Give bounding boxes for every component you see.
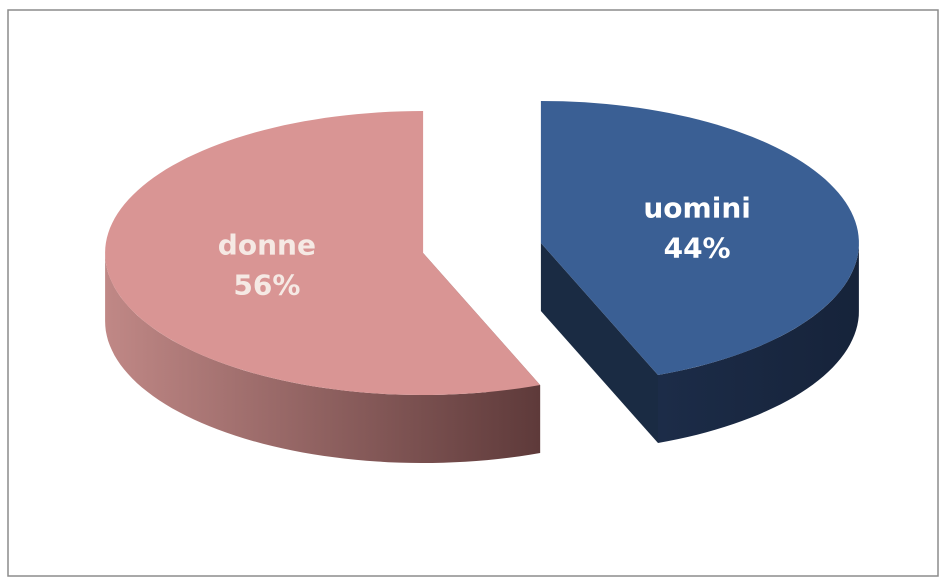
slice-side	[658, 243, 859, 443]
slice-side	[540, 243, 658, 443]
slice	[540, 101, 859, 375]
slice-side	[105, 253, 541, 463]
slice	[105, 111, 541, 395]
slice-label: uomini	[643, 192, 750, 225]
slice-value-label: 44%	[664, 232, 731, 265]
slice-label: donne	[218, 228, 316, 261]
slice-value-label: 56%	[233, 268, 300, 301]
